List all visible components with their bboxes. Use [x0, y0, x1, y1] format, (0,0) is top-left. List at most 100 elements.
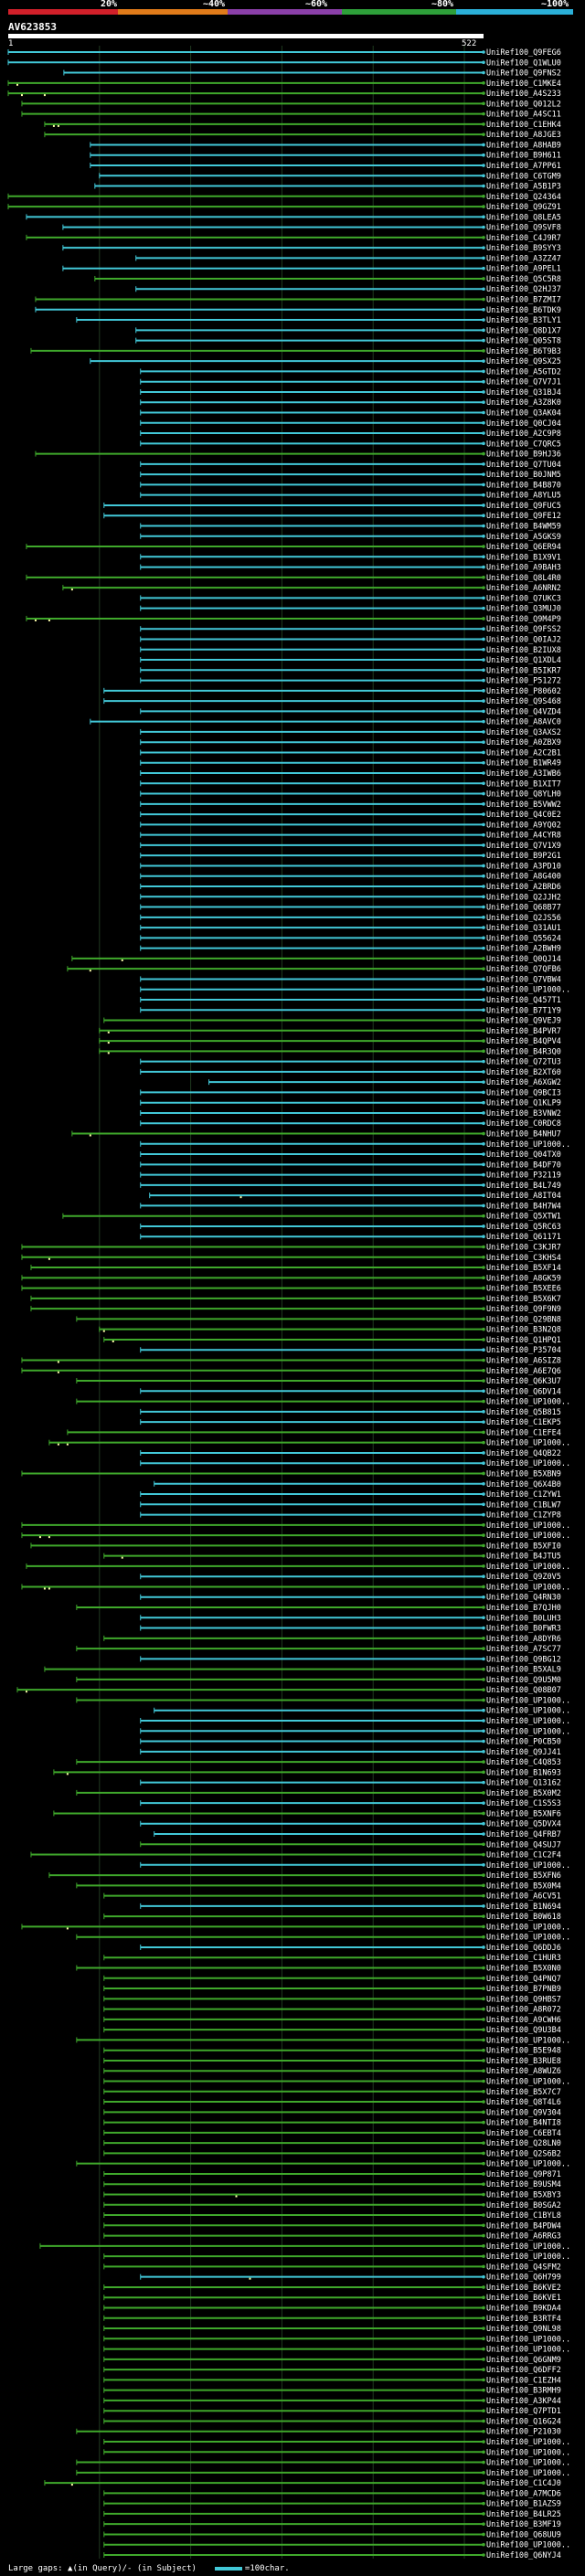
hit-row[interactable]: UniRef100_B5X0M4 — [76, 1882, 561, 1891]
hit-row[interactable]: UniRef100_B3MF19 — [103, 2520, 561, 2529]
hit-row[interactable]: UniRef100_A7PP61 — [90, 162, 561, 171]
hit-row[interactable]: UniRef100_UP1000.. — [103, 2253, 570, 2262]
hit-row[interactable]: UniRef100_B5XBN9 — [21, 1469, 561, 1479]
hit-row[interactable]: UniRef100_Q29BN8 — [76, 1315, 561, 1324]
hit-row[interactable]: UniRef100_Q5C5R8 — [94, 275, 561, 284]
hit-row[interactable]: UniRef100_Q05ST8 — [135, 337, 561, 346]
hit-row[interactable]: UniRef100_B7ZMI7 — [35, 296, 561, 305]
hit-row[interactable]: UniRef100_P21030 — [76, 2428, 561, 2437]
hit-row[interactable]: UniRef100_Q24364 — [7, 193, 561, 202]
hit-row[interactable]: UniRef100_UP1000.. — [103, 2346, 570, 2355]
hit-row[interactable]: UniRef100_A6NRN2 — [62, 584, 561, 593]
hit-row[interactable]: UniRef100_UP1000.. — [103, 2335, 570, 2344]
hit-row[interactable]: UniRef100_B0LUH3 — [140, 1614, 561, 1623]
hit-row[interactable]: UniRef100_Q9HBS7 — [103, 1995, 561, 2004]
hit-row[interactable]: UniRef100_B0JNM5 — [140, 471, 561, 480]
hit-row[interactable]: UniRef100_Q9SVF8 — [62, 224, 561, 233]
hit-row[interactable]: UniRef100_B4R3Q0 — [99, 1047, 561, 1056]
hit-row[interactable]: UniRef100_Q7VBW4 — [140, 975, 561, 984]
hit-row[interactable]: UniRef100_Q6H799 — [140, 2274, 561, 2283]
hit-row[interactable]: UniRef100_B2XT60 — [140, 1068, 561, 1077]
hit-row[interactable]: UniRef100_Q1XDL4 — [140, 656, 561, 665]
hit-row[interactable]: UniRef100_A6RRG3 — [103, 2232, 561, 2242]
hit-row[interactable]: UniRef100_B9KDA4 — [103, 2304, 561, 2313]
hit-row[interactable]: UniRef100_Q72TU3 — [140, 1058, 561, 1067]
hit-row[interactable]: UniRef100_A2C2B1 — [140, 748, 561, 758]
hit-row[interactable]: UniRef100_Q9FNS2 — [63, 69, 561, 79]
hit-row[interactable]: UniRef100_B4B870 — [140, 481, 561, 490]
hit-row[interactable]: UniRef100_UP1000.. — [21, 1532, 570, 1541]
hit-row[interactable]: UniRef100_P51272 — [140, 677, 561, 686]
hit-row[interactable]: UniRef100_B2IUX8 — [140, 646, 561, 655]
hit-row[interactable]: UniRef100_B7PNB9 — [103, 1985, 561, 1994]
hit-row[interactable]: UniRef100_Q68UU9 — [103, 2530, 561, 2539]
hit-row[interactable]: UniRef100_Q2HJ37 — [135, 285, 561, 294]
hit-row[interactable]: UniRef100_Q2JJH2 — [140, 893, 561, 902]
hit-row[interactable]: UniRef100_Q9FEG6 — [7, 48, 561, 58]
hit-row[interactable]: UniRef100_B5XNF6 — [53, 1809, 561, 1818]
hit-row[interactable]: UniRef100_UP1000.. — [140, 1459, 570, 1468]
hit-row[interactable]: UniRef100_C6TGM9 — [99, 172, 561, 181]
hit-row[interactable]: UniRef100_Q6K3U7 — [76, 1377, 561, 1386]
hit-row[interactable]: UniRef100_Q1HPQ1 — [103, 1336, 561, 1345]
hit-row[interactable]: UniRef100_B5IKR7 — [140, 666, 561, 675]
hit-row[interactable]: UniRef100_Q6GNM9 — [103, 2356, 561, 2365]
hit-row[interactable]: UniRef100_UP1000.. — [76, 2160, 570, 2169]
hit-row[interactable]: UniRef100_C4J9R7 — [26, 234, 561, 243]
hit-row[interactable]: UniRef100_A8DYR6 — [103, 1635, 561, 1644]
hit-row[interactable]: UniRef100_A5B1P3 — [94, 183, 561, 192]
hit-row[interactable]: UniRef100_Q61171 — [140, 1233, 561, 1242]
hit-row[interactable]: UniRef100_Q5B815 — [140, 1408, 561, 1417]
hit-row[interactable]: UniRef100_B5XBY3 — [103, 2190, 561, 2200]
hit-row[interactable]: UniRef100_UP1000.. — [48, 1439, 570, 1448]
hit-row[interactable]: UniRef100_UP1000.. — [140, 1861, 570, 1871]
hit-row[interactable]: UniRef100_B5VWW2 — [140, 800, 561, 810]
hit-row[interactable]: UniRef100_C3KJR7 — [21, 1244, 561, 1253]
hit-row[interactable]: UniRef100_B5E948 — [103, 2047, 561, 2056]
hit-row[interactable]: UniRef100_B1N693 — [53, 1768, 561, 1777]
hit-row[interactable]: UniRef100_A8G400 — [140, 873, 561, 882]
hit-row[interactable]: UniRef100_B1WR49 — [140, 759, 561, 769]
hit-row[interactable]: UniRef100_C1EKP5 — [140, 1418, 561, 1427]
hit-row[interactable]: UniRef100_A4CYR8 — [140, 832, 561, 841]
hit-row[interactable]: UniRef100_A9BAH3 — [140, 564, 561, 573]
hit-row[interactable]: UniRef100_A0ZBX9 — [140, 738, 561, 747]
hit-row[interactable]: UniRef100_B1XIT7 — [140, 779, 561, 789]
hit-row[interactable]: UniRef100_Q9V304 — [103, 2108, 561, 2117]
hit-row[interactable]: UniRef100_Q3AK04 — [140, 409, 561, 419]
hit-row[interactable]: UniRef100_A2BWH9 — [140, 945, 561, 954]
hit-row[interactable]: UniRef100_B6KVE1 — [103, 2294, 561, 2303]
hit-row[interactable]: UniRef100_A8GK59 — [21, 1274, 561, 1283]
hit-row[interactable]: UniRef100_UP1000.. — [76, 2469, 570, 2478]
hit-row[interactable]: UniRef100_B1X9V1 — [140, 553, 561, 562]
hit-row[interactable]: UniRef100_UP1000.. — [21, 1923, 570, 1932]
hit-row[interactable]: UniRef100_C1BYL8 — [103, 2211, 561, 2221]
hit-row[interactable]: UniRef100_B4PVR7 — [99, 1027, 561, 1036]
hit-row[interactable]: UniRef100_A8AVC0 — [90, 718, 561, 727]
hit-row[interactable]: UniRef100_A6E7Q6 — [21, 1367, 561, 1376]
hit-row[interactable]: UniRef100_P32119 — [140, 1171, 561, 1181]
hit-row[interactable]: UniRef100_Q7UKC3 — [140, 594, 561, 603]
hit-row[interactable]: UniRef100_C4Q853 — [76, 1758, 561, 1767]
hit-row[interactable]: UniRef100_A8R072 — [103, 2006, 561, 2015]
hit-row[interactable]: UniRef100_B4LR25 — [103, 2510, 561, 2519]
hit-row[interactable]: UniRef100_B7T1Y9 — [140, 1006, 561, 1015]
hit-row[interactable]: UniRef100_B4PDW4 — [103, 2221, 561, 2231]
hit-row[interactable]: UniRef100_C1C2F4 — [30, 1851, 561, 1860]
hit-row[interactable]: UniRef100_UP1000.. — [103, 2448, 570, 2457]
hit-row[interactable]: UniRef100_A3IWB6 — [140, 769, 561, 779]
hit-row[interactable]: UniRef100_B0W618 — [103, 1913, 561, 1922]
hit-row[interactable]: UniRef100_B4WM59 — [140, 522, 561, 531]
hit-row[interactable]: UniRef100_Q6DDJ6 — [140, 1944, 561, 1953]
hit-row[interactable]: UniRef100_Q31AU1 — [140, 924, 561, 933]
hit-row[interactable]: UniRef100_A9YQ02 — [140, 821, 561, 830]
hit-row[interactable]: UniRef100_B3RMH9 — [103, 2387, 561, 2396]
hit-row[interactable]: UniRef100_UP1000.. — [103, 2078, 570, 2087]
hit-row[interactable]: UniRef100_Q457T1 — [140, 996, 561, 1005]
hit-row[interactable]: UniRef100_B3VNW2 — [140, 1109, 561, 1118]
hit-row[interactable]: UniRef100_B4L749 — [140, 1182, 561, 1191]
hit-row[interactable]: UniRef100_UP1000.. — [76, 2036, 570, 2045]
hit-row[interactable]: UniRef100_Q9U5M0 — [76, 1676, 561, 1685]
hit-row[interactable]: UniRef100_A9PEL1 — [62, 265, 561, 274]
hit-row[interactable]: UniRef100_B5XFN6 — [48, 1871, 561, 1881]
